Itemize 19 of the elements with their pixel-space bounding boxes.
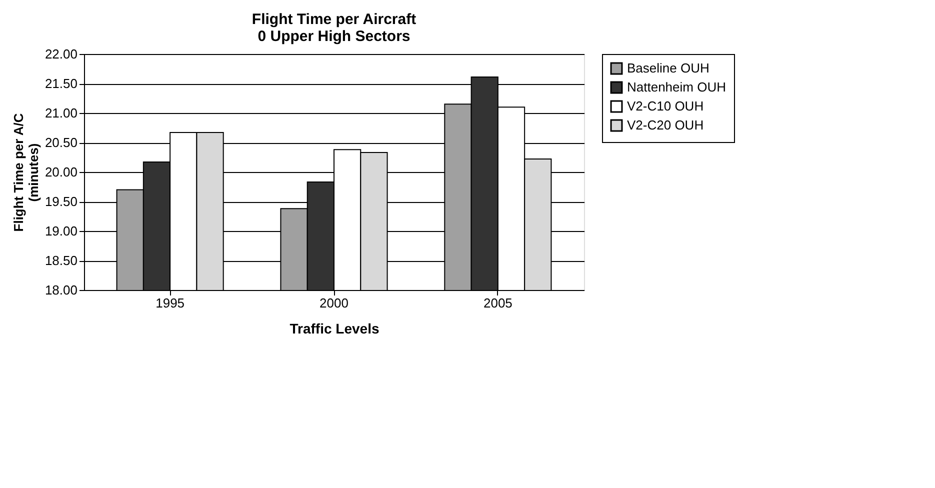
chart-title: Flight Time per Aircraft 0 Upper High Sectors: [252, 11, 416, 45]
y-tick-label: 18.50: [44, 253, 78, 268]
y-tick-label: 19.50: [44, 194, 78, 209]
x-tick-label: 2005: [483, 296, 512, 310]
x-tick-label: 2000: [320, 296, 348, 310]
y-tick-label: 19.00: [44, 224, 78, 238]
legend-label: V2-C20 OUH: [627, 118, 704, 132]
y-axis-title: Flight Time per A/C (minutes): [10, 112, 41, 232]
y-tick-label: 18.00: [44, 282, 78, 298]
x-axis-title: Traffic Levels: [290, 320, 380, 336]
legend-label: Nattenheim OUH: [627, 80, 726, 94]
y-tick-label: 22.00: [44, 46, 78, 62]
y-tick-label: 21.00: [44, 106, 78, 120]
y-tick-label: 20.50: [44, 135, 78, 150]
y-tick-label: 20.00: [44, 164, 78, 180]
legend-label: V2-C10 OUH: [627, 98, 704, 114]
x-tick-label: 1995: [156, 296, 185, 310]
legend-label: Baseline OUH: [627, 60, 710, 76]
y-tick-label: 21.50: [44, 76, 78, 91]
